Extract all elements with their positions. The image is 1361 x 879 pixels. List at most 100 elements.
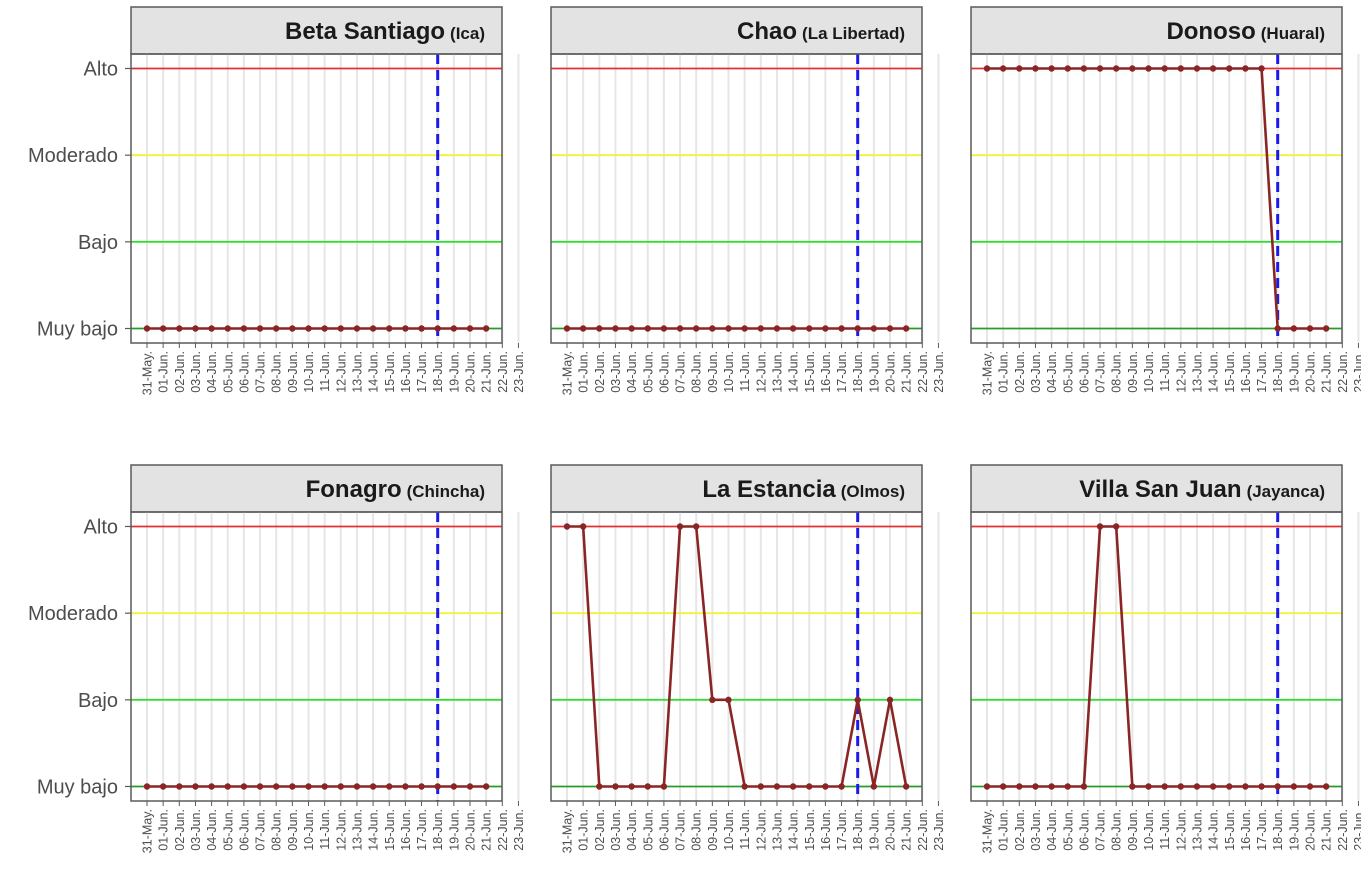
x-tick-label: 08-Jun. (1110, 809, 1124, 851)
x-tick-label: 13-Jun. (350, 351, 364, 393)
x-tick-label: 01-Jun. (157, 351, 171, 393)
data-point (693, 523, 700, 530)
data-point (386, 325, 393, 332)
x-tick-label: 13-Jun. (1190, 351, 1204, 393)
x-tick-label: 22-Jun. (496, 351, 510, 393)
data-point (709, 696, 716, 704)
data-point (353, 783, 361, 790)
data-point (159, 783, 167, 790)
x-tick-label: 13-Jun. (1190, 809, 1204, 851)
x-tick-label: 03-Jun. (609, 809, 623, 851)
x-tick-label: 12-Jun. (1174, 351, 1188, 393)
x-tick-label: 01-Jun. (577, 351, 591, 393)
data-point (1032, 65, 1039, 72)
data-point (660, 783, 668, 790)
x-tick-label: 09-Jun. (706, 351, 720, 393)
panel-2: Chao (La Libertad) 31-May. 01-Jun. 02-Jun. 03… (550, 6, 946, 395)
x-tick-label: 10-Jun. (1142, 351, 1156, 393)
x-tick-label: 16-Jun. (819, 351, 833, 393)
y-tick-label: Moderado (28, 603, 118, 625)
data-point (1209, 65, 1217, 72)
x-tick-label: 13-Jun. (350, 809, 364, 851)
x-tick-label: 31-May. (981, 351, 995, 395)
y-tick-label: Moderado (28, 145, 118, 167)
data-point (563, 325, 571, 332)
panel-border (970, 511, 1343, 802)
data-point (1258, 783, 1265, 790)
data-point (1177, 65, 1185, 72)
x-tick-label: 31-May. (561, 809, 575, 853)
x-tick-label: 05-Jun. (221, 351, 235, 393)
x-tick-label: 06-Jun. (237, 809, 251, 851)
data-point (273, 783, 280, 790)
x-tick-label: 31-May. (561, 351, 575, 395)
data-point (321, 783, 328, 790)
panel-title-location: (Ica) (450, 24, 485, 43)
x-tick-label: 09-Jun. (286, 351, 300, 393)
x-tick-label: 07-Jun. (1094, 809, 1108, 851)
data-point (482, 325, 490, 332)
data-point (1226, 783, 1233, 790)
panel-border (550, 53, 923, 344)
series-line (567, 525, 908, 788)
x-tick-label: 21-Jun. (900, 351, 914, 393)
x-tick-label: 07-Jun. (674, 809, 688, 851)
data-point (579, 523, 587, 530)
x-tick-label: 13-Jun. (770, 809, 784, 851)
data-point (757, 325, 764, 332)
data-point (693, 325, 700, 332)
data-point (1322, 325, 1330, 332)
data-point (1193, 783, 1201, 790)
x-tick-label: 16-Jun. (819, 809, 833, 851)
panel-title-name: Beta Santiago (285, 18, 445, 45)
data-point (1080, 783, 1088, 790)
data-point (224, 325, 231, 332)
data-point (466, 783, 474, 790)
data-point (1048, 783, 1055, 790)
data-point (305, 325, 312, 332)
x-tick-label: 06-Jun. (657, 351, 671, 393)
data-point (806, 325, 813, 332)
x-tick-label: 07-Jun. (254, 809, 268, 851)
x-tick-label: 02-Jun. (593, 351, 607, 393)
panel-border (550, 511, 923, 802)
panel-title: Villa San Juan (Jayanca) (1079, 476, 1325, 503)
data-point (773, 325, 781, 332)
series-line (987, 525, 1327, 788)
x-tick-label: 01-Jun. (997, 351, 1011, 393)
x-tick-label: 04-Jun. (625, 809, 639, 851)
data-point (999, 65, 1007, 72)
data-point (256, 325, 264, 332)
data-point (596, 325, 603, 332)
x-tick-label: 11-Jun. (318, 351, 332, 392)
x-tick-label: 22-Jun. (1336, 351, 1350, 393)
panel-strip (970, 6, 1343, 55)
x-tick-label: 21-Jun. (1320, 351, 1334, 393)
data-point (1129, 65, 1136, 72)
x-tick-label: 19-Jun. (867, 809, 881, 851)
data-point (273, 325, 280, 332)
data-point (143, 783, 151, 790)
x-tick-label: 07-Jun. (1094, 351, 1108, 393)
panel-title: La Estancia (Olmos) (702, 476, 905, 503)
data-point (773, 783, 781, 790)
x-tick-label: 12-Jun. (334, 351, 348, 393)
x-tick-label: 17-Jun. (415, 351, 429, 393)
x-tick-label: 19-Jun. (1287, 809, 1301, 851)
x-tick-label: 23-Jun. (932, 351, 946, 393)
x-tick-label: 16-Jun. (399, 351, 413, 393)
data-point (579, 325, 587, 332)
x-tick-label: 09-Jun. (286, 809, 300, 851)
x-tick-label: 03-Jun. (609, 351, 623, 393)
data-point (757, 783, 764, 790)
panel-border (130, 511, 503, 802)
y-tick-label: Alto (84, 59, 118, 81)
panel-3: Donoso (Huaral) 31-May. 01-Jun. 02-Jun. 03-Ju… (970, 6, 1361, 395)
y-tick-label: Bajo (78, 690, 118, 712)
data-point (886, 696, 894, 704)
x-tick-label: 12-Jun. (754, 351, 768, 393)
x-tick-label: 04-Jun. (205, 809, 219, 851)
x-tick-label: 15-Jun. (383, 809, 397, 851)
panel-strip (130, 464, 503, 513)
panel-title: Beta Santiago (Ica) (285, 18, 485, 45)
